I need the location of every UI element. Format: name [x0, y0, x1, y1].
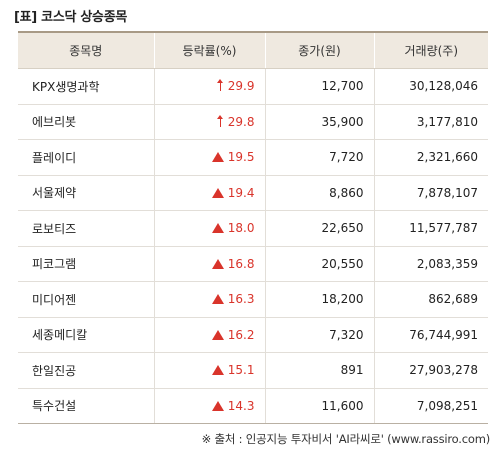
- stock-name-cell: 에브리봇: [18, 104, 155, 140]
- page-title: [표] 코스닥 상승종목: [14, 10, 128, 25]
- change-rate-cell: 14.3: [154, 388, 266, 424]
- closing-price-cell: 7,720: [265, 139, 375, 176]
- stock-name-cell: KPX생명과학: [18, 68, 155, 105]
- change-rate-cell: 29.9: [154, 68, 266, 105]
- closing-price-cell: 8,860: [265, 175, 375, 211]
- volume-cell: 76,744,991: [374, 317, 488, 353]
- closing-price-cell: 12,700: [265, 68, 375, 105]
- change-rate-value: 19.4: [227, 185, 255, 200]
- volume-cell: 2,321,660: [374, 139, 488, 176]
- change-rate-cell: 16.2: [154, 317, 266, 353]
- upper-limit-arrow-icon: [217, 79, 225, 92]
- volume-cell: 7,878,107: [374, 175, 488, 211]
- rise-triangle-icon: [211, 258, 224, 269]
- volume-cell: 862,689: [374, 281, 488, 318]
- volume-cell: 3,177,810: [374, 104, 488, 140]
- table-row: 특수건설 14.3 11,600 7,098,251: [18, 388, 488, 424]
- table-row: 플레이디 19.5 7,720 2,321,660: [18, 139, 488, 176]
- stock-name-cell: 특수건설: [18, 388, 155, 424]
- change-rate-cell: 15.1: [154, 352, 266, 389]
- table-body: KPX생명과학 29.9 12,700 30,128,046 에브리봇 29.8 35,90…: [18, 68, 488, 424]
- table-row: KPX생명과학 29.9 12,700 30,128,046: [18, 68, 488, 105]
- table-row: 피코그램 16.8 20,550 2,083,359: [18, 246, 488, 282]
- volume-cell: 7,098,251: [374, 388, 488, 424]
- closing-price-cell: 20,550: [265, 246, 375, 282]
- header-stock-name: 종목명: [18, 33, 155, 69]
- change-rate-cell: 16.3: [154, 281, 266, 318]
- stock-name-cell: 미디어젠: [18, 281, 155, 318]
- table-row: 서울제약 19.4 8,860 7,878,107: [18, 175, 488, 211]
- header-change-rate: 등락률(%): [154, 33, 266, 69]
- table-header: 종목명 등락률(%) 종가(원) 거래량(주): [18, 33, 488, 69]
- rise-triangle-icon: [211, 400, 224, 411]
- table-row: 한일진공 15.1 891 27,903,278: [18, 352, 488, 389]
- upper-limit-arrow-icon: [217, 114, 225, 127]
- change-rate-value: 18.0: [227, 221, 255, 236]
- closing-price-cell: 22,650: [265, 210, 375, 247]
- table-row: 미디어젠 16.3 18,200 862,689: [18, 281, 488, 318]
- rise-triangle-icon: [211, 294, 224, 305]
- stock-name-cell: 한일진공: [18, 352, 155, 389]
- volume-cell: 2,083,359: [374, 246, 488, 282]
- stock-name-cell: 로보티즈: [18, 210, 155, 247]
- closing-price-cell: 18,200: [265, 281, 375, 318]
- rise-triangle-icon: [211, 365, 224, 376]
- change-rate-value: 19.5: [227, 150, 255, 165]
- rise-triangle-icon: [211, 152, 224, 163]
- stock-name-cell: 세종메디칼: [18, 317, 155, 353]
- table-header-row: 종목명 등락률(%) 종가(원) 거래량(주): [18, 33, 488, 69]
- change-rate-value: 16.8: [227, 256, 255, 271]
- stock-name-cell: 플레이디: [18, 139, 155, 176]
- volume-cell: 27,903,278: [374, 352, 488, 389]
- change-rate-value: 29.8: [227, 114, 255, 129]
- change-rate-value: 15.1: [227, 363, 255, 378]
- header-closing-price: 종가(원): [265, 33, 375, 69]
- closing-price-cell: 11,600: [265, 388, 375, 424]
- table-row: 에브리봇 29.8 35,900 3,177,810: [18, 104, 488, 140]
- change-rate-value: 16.3: [227, 292, 255, 307]
- source-note: ※ 출처 : 인공지능 투자비서 'AI라씨로' (www.rassiro.co…: [201, 432, 491, 446]
- stock-table: 종목명 등락률(%) 종가(원) 거래량(주) KPX생명과학 29.9 12,70…: [18, 33, 488, 424]
- table-row: 세종메디칼 16.2 7,320 76,744,991: [18, 317, 488, 353]
- closing-price-cell: 891: [265, 352, 375, 389]
- change-rate-cell: 18.0: [154, 210, 266, 247]
- change-rate-cell: 19.4: [154, 175, 266, 211]
- change-rate-value: 29.9: [227, 79, 255, 94]
- rise-triangle-icon: [211, 223, 224, 234]
- stock-name-cell: 서울제약: [18, 175, 155, 211]
- table-row: 로보티즈 18.0 22,650 11,577,787: [18, 210, 488, 247]
- stock-table-container: 종목명 등락률(%) 종가(원) 거래량(주) KPX생명과학 29.9 12,70…: [18, 31, 488, 427]
- change-rate-cell: 29.8: [154, 104, 266, 140]
- change-rate-value: 16.2: [227, 327, 255, 342]
- rise-triangle-icon: [211, 187, 224, 198]
- header-volume: 거래량(주): [374, 33, 488, 69]
- closing-price-cell: 7,320: [265, 317, 375, 353]
- closing-price-cell: 35,900: [265, 104, 375, 140]
- volume-cell: 11,577,787: [374, 210, 488, 247]
- change-rate-value: 14.3: [227, 398, 255, 413]
- stock-name-cell: 피코그램: [18, 246, 155, 282]
- volume-cell: 30,128,046: [374, 68, 488, 105]
- rise-triangle-icon: [211, 329, 224, 340]
- change-rate-cell: 19.5: [154, 139, 266, 176]
- change-rate-cell: 16.8: [154, 246, 266, 282]
